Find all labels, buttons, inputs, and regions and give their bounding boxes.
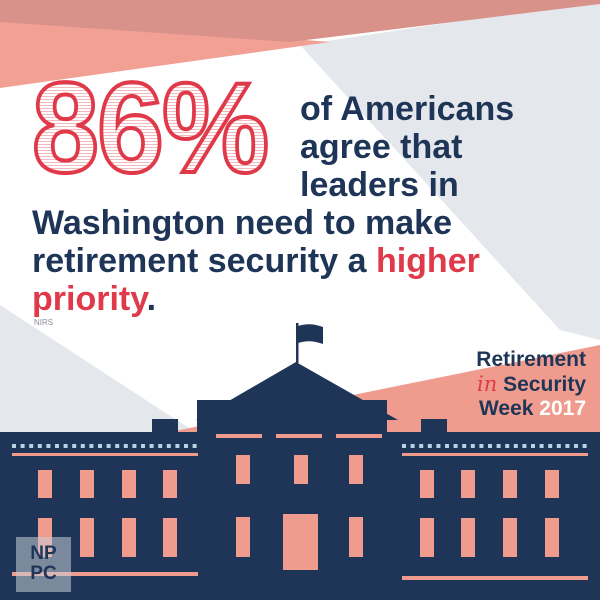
balustrade-dot [445, 444, 449, 448]
window [163, 470, 177, 498]
balustrade-dot [496, 444, 501, 448]
balustrade-dot [115, 444, 120, 448]
salmon-shape-top-dark [0, 0, 600, 42]
balustrade-dot [556, 444, 561, 448]
balustrade-dot [453, 444, 458, 448]
balustrade-dot [149, 444, 154, 448]
window [349, 455, 363, 484]
window [236, 517, 250, 557]
window [294, 455, 308, 484]
balustrade-dot [98, 444, 102, 448]
window [420, 518, 434, 557]
balustrade-dot [37, 444, 42, 448]
balustrade-dot [141, 444, 145, 448]
headline-text: . [146, 280, 157, 318]
salmon-shape-top-light [0, 15, 330, 88]
headline-line: retirement security a higher [32, 242, 480, 280]
balustrade-dot [20, 444, 25, 448]
balustrade-dot [427, 444, 432, 448]
balustrade-dot [72, 444, 77, 448]
headline-line: of Americans [300, 90, 515, 128]
org-logo: NP PC [16, 537, 71, 592]
headline-line: Washington need to make [32, 204, 453, 242]
balustrade-dot [123, 444, 128, 448]
balustrade-dot [184, 444, 188, 448]
balustrade-dot [505, 444, 510, 448]
window [545, 518, 559, 557]
gray-shape-left [0, 305, 195, 432]
balustrade-dots [12, 444, 587, 448]
balustrade-dot [158, 444, 163, 448]
window [38, 470, 52, 498]
balustrade-dot [46, 444, 51, 448]
stat-value: 86% [30, 57, 271, 200]
headline-line: priority. [32, 280, 156, 318]
balustrade-dot [419, 444, 424, 448]
window [122, 518, 136, 557]
balustrade-dot [488, 444, 492, 448]
logo-word: Security [503, 373, 586, 396]
balustrade-dot [436, 444, 441, 448]
balustrade-dot [166, 444, 171, 448]
balustrade-dot [402, 444, 406, 448]
window [420, 470, 434, 498]
window [503, 470, 517, 498]
balustrade-dot [470, 444, 475, 448]
balustrade-dot [522, 444, 527, 448]
window [163, 518, 177, 557]
logo-word: Week [478, 397, 534, 420]
balustrade-dot [29, 444, 34, 448]
logo-word: in [477, 372, 498, 396]
window [122, 470, 136, 498]
balustrade-dot [462, 444, 467, 448]
balustrade-dot [574, 444, 578, 448]
balustrade-dot [531, 444, 535, 448]
highlight-text: higher [375, 242, 480, 280]
window [503, 518, 517, 557]
balustrade-dot [192, 444, 197, 448]
logo-year: 2017 [539, 397, 586, 420]
window [461, 470, 475, 498]
gray-shape-right [300, 0, 600, 340]
window [80, 518, 94, 557]
window [80, 470, 94, 498]
balustrade-dot [55, 444, 59, 448]
balustrade-dot [63, 444, 68, 448]
door [283, 514, 318, 570]
window [349, 517, 363, 557]
balustrade-dot [565, 444, 570, 448]
window [236, 455, 250, 484]
balustrade-dot [132, 444, 137, 448]
balustrade-dot [89, 444, 94, 448]
event-logo: Retirement in Security Week 2017 [476, 348, 586, 421]
window [545, 470, 559, 498]
balustrade-dot [479, 444, 484, 448]
source-label: NIRS [34, 318, 54, 327]
logo-word: Retirement [476, 348, 586, 371]
balustrade-dot [175, 444, 180, 448]
balustrade-dot [582, 444, 587, 448]
balustrade-dot [80, 444, 85, 448]
balustrade-dot [12, 444, 16, 448]
highlight-text: priority [32, 280, 147, 318]
org-logo-line: NP [30, 543, 57, 564]
balustrade-dot [513, 444, 518, 448]
headline-line: agree that [300, 128, 463, 166]
balustrade-dot [539, 444, 544, 448]
headline-text: retirement security a [32, 242, 376, 280]
org-logo-line: PC [30, 563, 57, 584]
balustrade-dot [548, 444, 553, 448]
window [461, 518, 475, 557]
headline-line: leaders in [300, 166, 459, 204]
balustrade-dot [106, 444, 111, 448]
building-trim [12, 434, 588, 580]
windows [38, 455, 559, 570]
balustrade-dot [410, 444, 415, 448]
